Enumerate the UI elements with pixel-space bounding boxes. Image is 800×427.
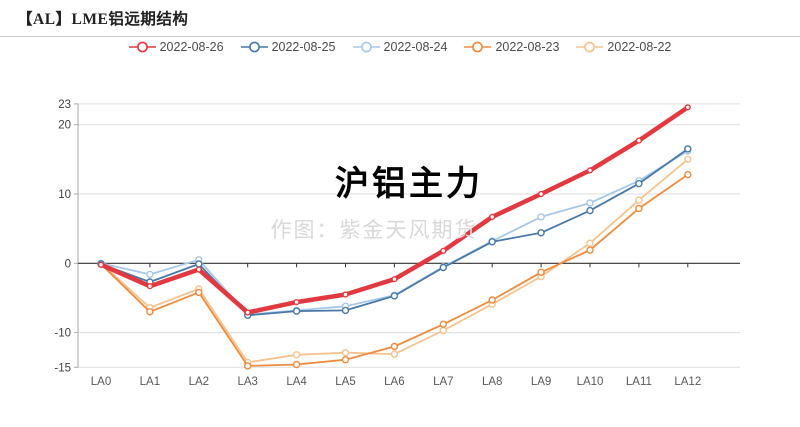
svg-text:LA11: LA11: [626, 376, 652, 388]
svg-text:LA10: LA10: [577, 376, 604, 388]
legend-item-2022-08-26[interactable]: 2022-08-26: [128, 40, 224, 54]
svg-text:23: 23: [58, 99, 71, 111]
legend-item-2022-08-25[interactable]: 2022-08-25: [240, 40, 336, 54]
svg-text:0: 0: [65, 258, 71, 270]
legend-item-2022-08-23[interactable]: 2022-08-23: [464, 40, 559, 54]
watermark-credit: 作图：紫金天风期货: [270, 219, 478, 242]
title-divider: [0, 36, 800, 37]
legend: 2022-08-26 2022-08-25 2022-08-24 2022-08-23…: [0, 40, 800, 54]
legend-line-circle-icon: [240, 41, 268, 53]
svg-text:LA2: LA2: [189, 376, 209, 388]
chart-title: 【AL】LME铝远期结构: [17, 11, 189, 28]
svg-text:-10: -10: [54, 328, 71, 340]
legend-line-circle-icon: [464, 41, 492, 53]
legend-line-circle-icon: [128, 41, 156, 53]
svg-text:LA12: LA12: [674, 376, 701, 388]
svg-text:20: 20: [58, 120, 71, 132]
svg-text:10: 10: [58, 189, 71, 201]
svg-text:LA5: LA5: [335, 376, 355, 388]
legend-line-circle-icon: [576, 41, 604, 53]
legend-label: 2022-08-25: [271, 40, 336, 54]
svg-text:LA4: LA4: [286, 376, 307, 388]
svg-text:LA3: LA3: [237, 376, 257, 388]
legend-label: 2022-08-23: [495, 40, 560, 54]
legend-label: 2022-08-24: [383, 40, 448, 54]
legend-line-circle-icon: [352, 41, 380, 53]
svg-text:LA0: LA0: [91, 376, 111, 388]
watermark-main-title: 沪铝主力: [335, 165, 483, 203]
svg-text:LA7: LA7: [433, 376, 453, 388]
svg-text:LA1: LA1: [140, 376, 160, 388]
svg-text:LA9: LA9: [531, 376, 551, 388]
legend-item-2022-08-22[interactable]: 2022-08-22: [576, 40, 671, 54]
svg-text:LA8: LA8: [482, 376, 502, 388]
legend-label: 2022-08-22: [607, 40, 672, 54]
svg-text:-15: -15: [54, 362, 71, 374]
legend-label: 2022-08-26: [159, 40, 224, 54]
legend-item-2022-08-24[interactable]: 2022-08-24: [352, 40, 448, 54]
svg-text:LA6: LA6: [384, 376, 404, 388]
